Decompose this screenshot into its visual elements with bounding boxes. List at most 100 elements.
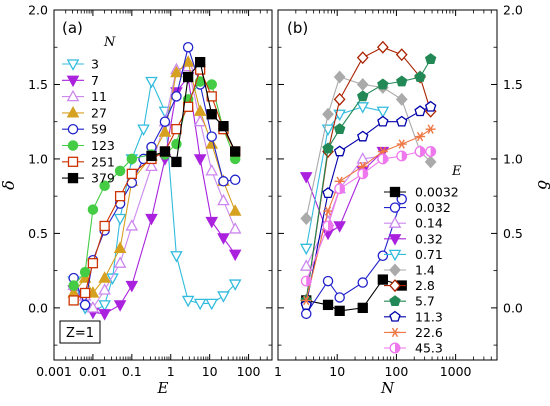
data-point <box>113 213 127 226</box>
x-axis-b-tick-label: 1 <box>274 364 282 379</box>
data-point <box>333 70 346 84</box>
data-point <box>396 150 408 162</box>
data-point <box>171 91 182 102</box>
data-point <box>377 78 389 90</box>
data-point <box>228 249 242 262</box>
data-point <box>195 56 206 68</box>
data-point <box>228 222 242 234</box>
data-point <box>205 216 219 229</box>
data-point <box>377 115 389 127</box>
data-point <box>299 172 313 184</box>
data-point <box>300 275 312 287</box>
data-point <box>357 302 368 314</box>
legend-label: 1.4 <box>415 263 435 278</box>
legend-marker <box>390 327 400 338</box>
data-point <box>205 163 219 176</box>
data-point <box>414 146 426 157</box>
data-point <box>333 145 346 157</box>
data-point <box>357 130 369 142</box>
data-point <box>98 283 111 295</box>
data-point <box>68 280 79 291</box>
data-point <box>333 221 346 233</box>
data-point <box>146 150 157 162</box>
data-point <box>145 76 158 89</box>
data-point <box>114 191 126 202</box>
data-point <box>99 220 110 232</box>
data-point-fill <box>420 146 425 157</box>
y-axis-label-left: δ <box>0 180 18 190</box>
legend-b-item: 2.8 <box>384 278 435 293</box>
data-point <box>356 152 370 164</box>
legend-label: 0.032 <box>415 200 451 215</box>
data-point <box>218 176 229 187</box>
series-line <box>305 58 432 301</box>
legend-b-title: E <box>451 164 462 179</box>
data-point <box>300 308 312 320</box>
legend-a-item: 123 <box>62 138 115 153</box>
data-point <box>356 51 369 65</box>
series-a-N379 <box>146 56 241 168</box>
data-point-fill <box>401 151 407 161</box>
data-point-fill <box>328 221 333 231</box>
legend-a-item: 27 <box>62 105 107 120</box>
data-point <box>158 125 172 137</box>
legend-b-item: 1.4 <box>384 263 435 278</box>
data-point <box>357 90 369 102</box>
data-point <box>99 180 110 191</box>
legend-marker <box>389 342 401 354</box>
data-point <box>230 146 241 157</box>
y-tick-label-left: 2.0 <box>28 3 48 18</box>
legend-a-item: 59 <box>62 122 107 137</box>
panel-b-label: (b) <box>287 19 308 37</box>
data-point <box>159 146 171 157</box>
x-axis-a-tick-label: 0.01 <box>79 364 107 379</box>
data-point <box>376 40 389 54</box>
data-point <box>300 212 313 225</box>
data-point <box>323 206 334 216</box>
x-axis-b-label: N <box>380 379 395 397</box>
legend-b: E 0.00320.0320.140.320.711.42.85.711.322.… <box>384 164 462 356</box>
legend-label: 22.6 <box>415 325 443 340</box>
legend-b-item: 0.14 <box>384 216 443 231</box>
y-tick-label-left: 0.0 <box>28 300 48 315</box>
annotation-frame <box>59 320 101 344</box>
annotation-text: Z=1 <box>66 326 94 341</box>
data-point <box>170 251 183 263</box>
data-point <box>98 271 111 283</box>
data-point <box>182 71 194 83</box>
legend-label: 27 <box>91 105 107 120</box>
legend-marker <box>67 140 79 151</box>
legend-marker <box>388 216 402 228</box>
data-point <box>322 142 334 154</box>
y-tick-label-right: 1.0 <box>503 151 523 166</box>
series-b-E45.3 <box>300 146 437 287</box>
legend-label: 123 <box>91 138 115 153</box>
x-axis-a-tick-label: 1 <box>167 364 175 379</box>
legend-label: 11.3 <box>415 309 443 324</box>
data-point <box>228 279 242 291</box>
data-point <box>170 65 183 78</box>
legend-label: 11 <box>91 89 107 104</box>
legend-label: 45.3 <box>415 341 443 356</box>
data-point <box>322 107 334 121</box>
data-point <box>98 300 111 312</box>
y-tick-label-right: 2.0 <box>503 3 523 18</box>
legend-b-item: 0.0032 <box>384 185 459 200</box>
data-point <box>415 131 426 142</box>
data-point <box>396 139 407 149</box>
data-point <box>182 101 194 112</box>
data-point <box>356 78 369 91</box>
data-point <box>217 291 230 303</box>
legend-label: 59 <box>91 122 107 137</box>
data-point <box>377 274 388 285</box>
data-point <box>181 55 195 67</box>
data-point <box>218 121 229 132</box>
data-point <box>145 213 158 226</box>
data-point <box>377 250 389 261</box>
data-point <box>193 114 207 127</box>
legend-b-item: 5.7 <box>384 294 435 309</box>
data-point <box>106 273 119 285</box>
legend-label: 0.71 <box>415 247 443 262</box>
data-point <box>79 299 91 311</box>
legend-b-item: 11.3 <box>384 309 443 324</box>
